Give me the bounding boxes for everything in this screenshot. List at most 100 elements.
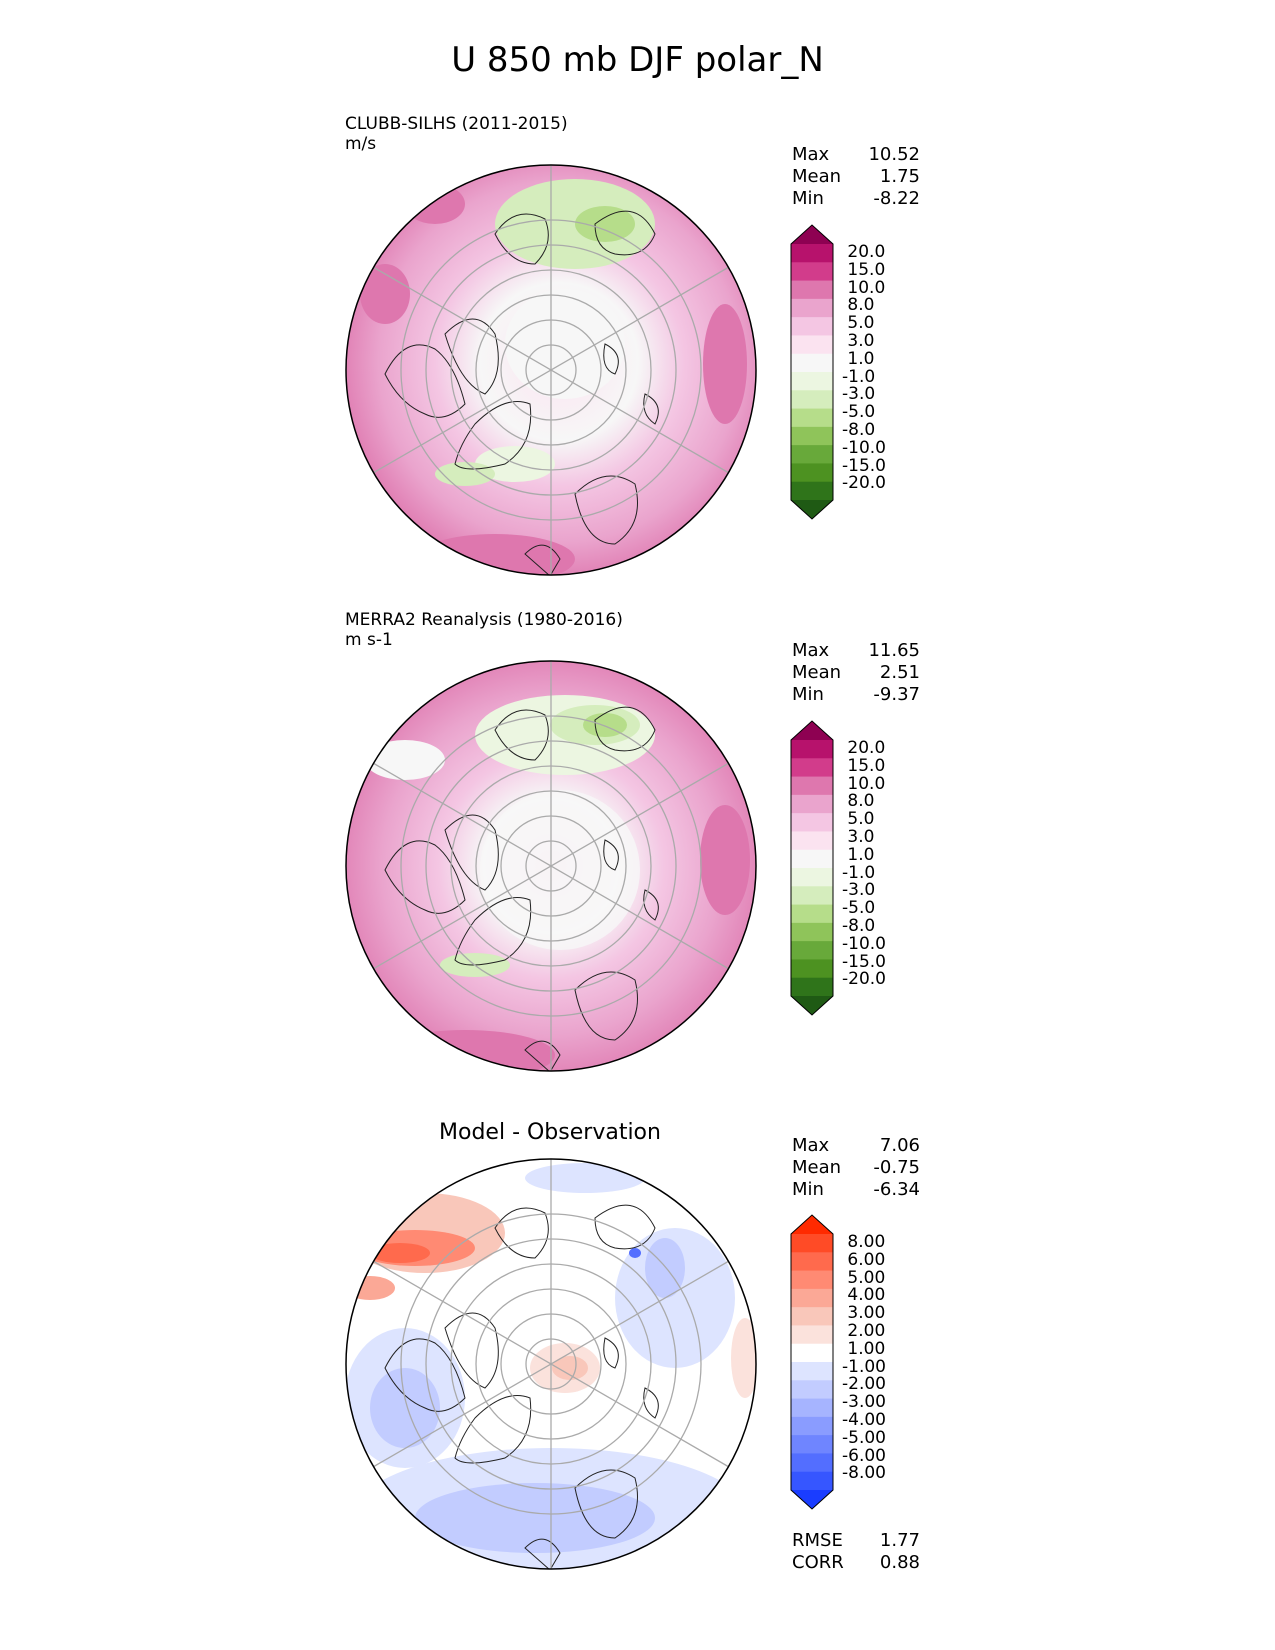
colorbar-segment xyxy=(791,262,833,282)
colorbar-tick-label: -5.0 xyxy=(842,402,876,423)
stats-box: Max 10.52 Mean 1.75 Min -8.22 xyxy=(792,144,920,210)
colorbar-tick-label: -10.0 xyxy=(842,437,886,458)
colorbar-tick-label: 8.0 xyxy=(842,791,875,812)
colorbar-segment xyxy=(791,390,833,410)
colorbar-segment xyxy=(791,408,833,428)
colorbar xyxy=(790,224,834,520)
negative-wind-region xyxy=(475,446,555,482)
colorbar-tick-label: -8.0 xyxy=(842,419,876,440)
colorbar-tick-label: -20.0 xyxy=(842,473,886,494)
colorbar-tick-label: 5.00 xyxy=(842,1267,886,1288)
stat-value: -0.75 xyxy=(873,1157,920,1178)
colorbar-tick-label: 3.00 xyxy=(842,1303,886,1324)
colorbar-segment xyxy=(791,794,833,814)
colorbar-segment xyxy=(791,1270,833,1290)
colorbar-segment xyxy=(791,1416,833,1436)
colorbar-segment xyxy=(791,758,833,778)
polar-map-diff xyxy=(345,1158,757,1570)
panel-model: CLUBB-SILHS (2011-2015) m/s xyxy=(0,114,1275,584)
colorbar-segment xyxy=(791,1362,833,1381)
colorbar-tick-label: 10.0 xyxy=(842,773,886,794)
colorbar-segment xyxy=(791,1325,833,1345)
colorbar-tick-label: 20.0 xyxy=(842,242,886,262)
panel-obs: MERRA2 Reanalysis (1980-2016) m s-1 xyxy=(0,610,1275,1080)
colorbar-segment xyxy=(791,776,833,796)
negative-anomaly-region xyxy=(525,1163,645,1193)
colorbar-extend-top xyxy=(791,721,833,740)
colorbar-segment xyxy=(791,1343,833,1363)
strong-wind-region xyxy=(703,304,747,424)
stat-label: Mean xyxy=(792,662,842,683)
weak-wind-region xyxy=(480,790,640,950)
panel-units: m s-1 xyxy=(345,630,393,650)
colorbar-segment xyxy=(791,244,833,263)
colorbar-segment xyxy=(791,1435,833,1454)
colorbar-tick-label: -3.0 xyxy=(842,384,876,405)
stat-value: 2.51 xyxy=(879,662,920,683)
colorbar-tick-label: -4.00 xyxy=(842,1409,886,1430)
colorbar-tick-label: 1.00 xyxy=(842,1338,886,1359)
colorbar-tick-label: -5.0 xyxy=(842,898,876,919)
colorbar-tick-label: -15.0 xyxy=(842,951,886,972)
panel-units: m/s xyxy=(345,134,377,154)
colorbar-tick-label: 6.00 xyxy=(842,1249,886,1270)
colorbar-segment xyxy=(791,959,833,979)
colorbar-segment xyxy=(791,1234,833,1253)
colorbar-segment xyxy=(791,1252,833,1272)
stat-value: 7.06 xyxy=(879,1135,920,1156)
colorbar-tick-label: 20.0 xyxy=(842,738,886,758)
longitude-grid xyxy=(372,1159,730,1569)
colorbar-tick-label: 2.00 xyxy=(842,1320,886,1341)
longitude-grid xyxy=(372,661,730,1071)
colorbar-tick-label: -20.0 xyxy=(842,969,886,990)
colorbar-tick-label: 3.0 xyxy=(842,826,875,847)
negative-wind-core xyxy=(575,206,635,242)
colorbar xyxy=(790,1214,834,1510)
colorbar-tick-label: 15.0 xyxy=(842,259,886,280)
colorbar-tick-label: 8.0 xyxy=(842,295,875,316)
colorbar-segment xyxy=(791,813,833,832)
negative-anomaly-region xyxy=(615,1228,735,1368)
stat-label: Min xyxy=(792,684,824,705)
colorbar-segment xyxy=(791,426,833,446)
colorbar xyxy=(790,720,834,1016)
colorbar-tick-label: -10.0 xyxy=(842,933,886,954)
colorbar-tick-label: -6.00 xyxy=(842,1445,886,1466)
longitude-grid xyxy=(372,165,730,575)
strong-negative-anomaly xyxy=(629,1248,641,1258)
stat-value: 10.52 xyxy=(868,144,920,165)
colorbar-segment xyxy=(791,740,833,759)
colorbar-tick-label: 10.0 xyxy=(842,277,886,298)
panel-diff: Model - Observation xyxy=(0,1120,1275,1590)
stat-value: -9.37 xyxy=(873,684,920,705)
stat-label: Mean xyxy=(792,166,842,187)
map-boundary xyxy=(345,660,757,1072)
map-boundary xyxy=(345,164,757,576)
figure-title: U 850 mb DJF polar_N xyxy=(451,40,824,80)
negative-wind-region xyxy=(435,462,495,486)
colorbar-tick-label: -2.00 xyxy=(842,1374,886,1395)
colorbar-segment xyxy=(791,886,833,906)
skill-stats-box: RMSE 1.77 CORR 0.88 xyxy=(792,1530,920,1574)
colorbar-extend-bottom xyxy=(791,500,833,519)
panel-label: CLUBB-SILHS (2011-2015) xyxy=(345,114,568,134)
colorbar-segment xyxy=(791,445,833,464)
colorbar-tick-label: -1.00 xyxy=(842,1356,886,1377)
colorbar-segment xyxy=(791,977,833,997)
positive-anomaly-region xyxy=(731,1318,756,1398)
colorbar-tick-label: -8.0 xyxy=(842,915,876,936)
colorbar-tick-label: -5.00 xyxy=(842,1427,886,1448)
stat-label: Max xyxy=(792,640,830,661)
colorbar-tick-label: -1.0 xyxy=(842,862,876,883)
coastlines xyxy=(384,706,659,1071)
colorbar-segment xyxy=(791,463,833,483)
colorbar-outline xyxy=(790,1214,834,1510)
colorbar-tick-label: 4.00 xyxy=(842,1285,886,1306)
colorbar-ticks: 20.0 15.0 10.0 8.0 5.0 3.0 1.0 -1.0 -3.0 -5… xyxy=(842,242,886,494)
panel-label: MERRA2 Reanalysis (1980-2016) xyxy=(345,610,623,630)
colorbar-segment xyxy=(791,335,833,355)
polar-map-model xyxy=(345,164,757,576)
stat-value: 1.75 xyxy=(879,166,920,187)
colorbar-segment xyxy=(791,849,833,869)
colorbar-segment xyxy=(791,280,833,300)
